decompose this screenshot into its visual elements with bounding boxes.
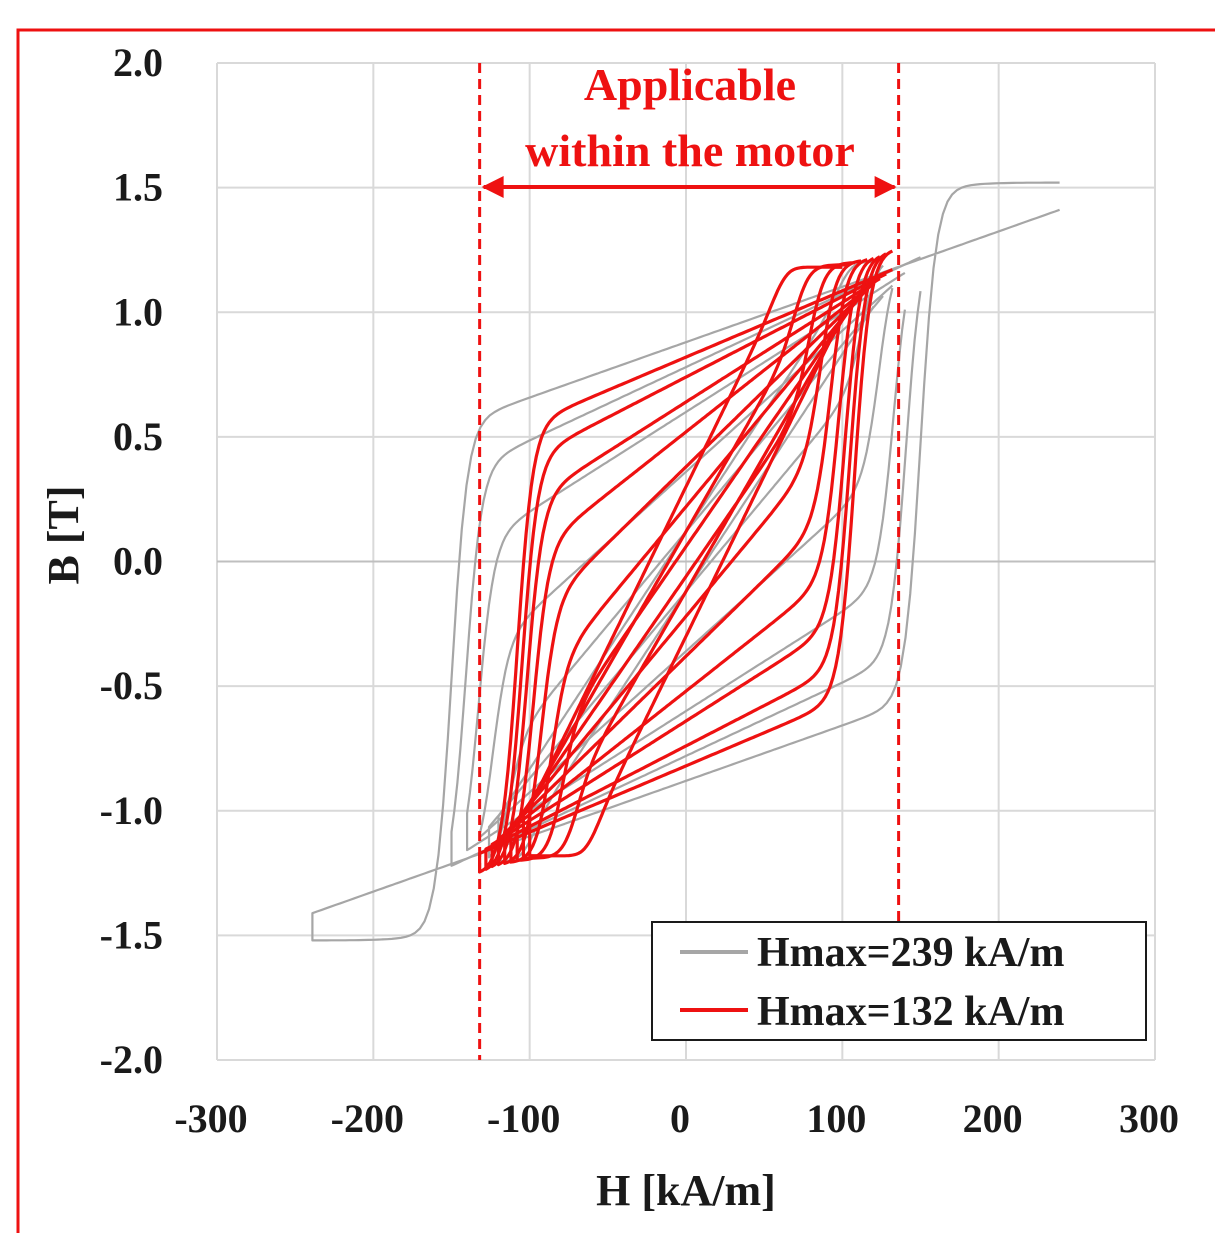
y-tick-label: 1.0: [113, 289, 163, 334]
y-tick-label: -2.0: [100, 1037, 163, 1082]
legend-label-red: Hmax=132 kA/m: [757, 989, 1064, 1035]
y-tick-label: 0.0: [113, 539, 163, 584]
annotation-group: [478, 63, 901, 1060]
x-tick-label: 0: [670, 1096, 690, 1141]
figure-frame: [16, 28, 1215, 1233]
y-tick-label: 2.0: [113, 40, 163, 85]
y-tick-label: 1.5: [113, 165, 163, 210]
legend: Hmax=239 kA/m Hmax=132 kA/m: [651, 921, 1147, 1041]
red-hysteresis-loop: [528, 265, 844, 858]
y-tick-label: -0.5: [100, 663, 163, 708]
legend-label-gray: Hmax=239 kA/m: [757, 930, 1064, 976]
x-axis-title: H [kA/m]: [596, 1166, 776, 1215]
legend-box: [651, 921, 1147, 1041]
gray-hysteresis-loop: [450, 256, 922, 867]
annotation-line-1: Applicable: [584, 59, 796, 110]
range-arrowhead-right: [874, 176, 897, 198]
y-tick-label: 0.5: [113, 414, 163, 459]
x-tick-label: 100: [806, 1096, 866, 1141]
x-tick-label: -100: [487, 1096, 560, 1141]
y-tick-label: -1.5: [100, 912, 163, 957]
series-red-loops: [478, 249, 894, 874]
red-hysteresis-loop: [484, 252, 887, 871]
y-tick-label: -1.0: [100, 788, 163, 833]
x-tick-label: 300: [1119, 1096, 1179, 1141]
red-hysteresis-loop: [503, 258, 869, 865]
red-hysteresis-loop: [521, 263, 850, 860]
x-tick-label: -300: [174, 1096, 247, 1141]
annotation-line-2: within the motor: [525, 125, 855, 176]
tick-labels: -300 -200 -100 0 100 200 300 2.0 1.5 1.0 0.5 0.0 -0.…: [100, 40, 1179, 1141]
x-tick-label: 200: [963, 1096, 1023, 1141]
gray-hysteresis-loop: [466, 271, 906, 852]
red-hysteresis-loop: [478, 249, 894, 874]
red-hysteresis-loop: [490, 255, 881, 868]
red-hysteresis-loop: [496, 257, 875, 867]
range-arrowhead-left: [481, 176, 504, 198]
gray-hysteresis-loop: [311, 181, 1060, 942]
y-axis-title: B [T]: [39, 486, 88, 585]
red-hysteresis-loop: [509, 259, 863, 864]
x-tick-label: -200: [331, 1096, 404, 1141]
grid: [216, 62, 1156, 1061]
